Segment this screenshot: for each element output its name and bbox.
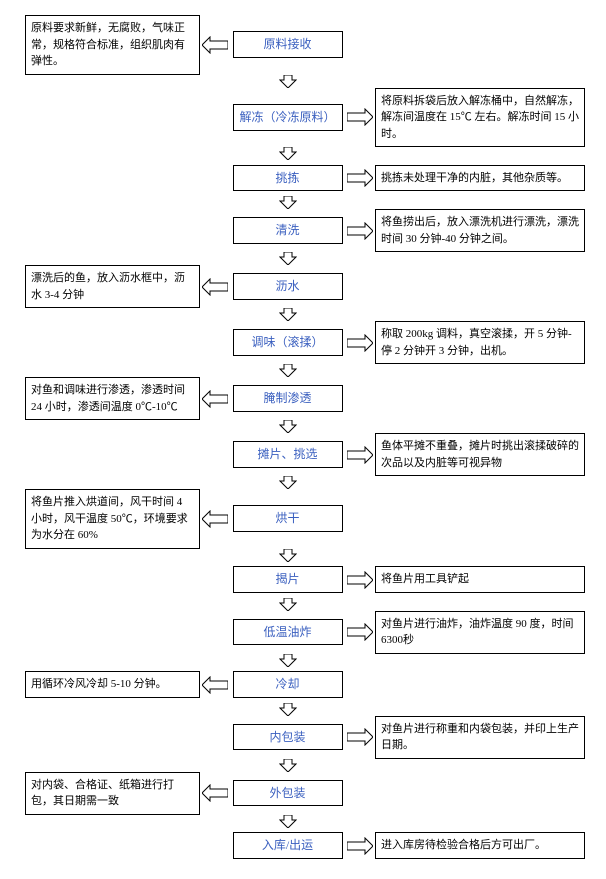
left-annotation: 将鱼片推入烘道间，风干时间 4 小时，风干温度 50℃，环境要求为水分在 60% xyxy=(25,489,200,549)
right-annotation: 称取 200kg 调料，真空滚揉，开 5 分钟-停 2 分钟开 3 分钟，出机。 xyxy=(375,321,585,364)
flow-row: 将鱼片推入烘道间，风干时间 4 小时，风干温度 50℃，环境要求为水分在 60%… xyxy=(15,489,591,549)
arrow-icon xyxy=(279,476,297,489)
process-step: 挑拣 xyxy=(233,165,343,192)
flowchart-root: 原料要求新鲜，无腐败，气味正常，规格符合标准，组织肌肉有弹性。 原料接收解冻（冷冻… xyxy=(15,15,591,864)
flow-row: 解冻（冷冻原料） 将原料拆袋后放入解冻桶中，自然解冻，解冻间温度在 15℃ 左右。… xyxy=(15,88,591,148)
left-annotation: 原料要求新鲜，无腐败，气味正常，规格符合标准，组织肌肉有弹性。 xyxy=(25,15,200,75)
arrow-icon xyxy=(202,278,228,296)
left-annotation: 对内袋、合格证、纸箱进行打包，其日期需一致 xyxy=(25,772,200,815)
arrow-icon xyxy=(347,728,373,746)
right-annotation: 将鱼捞出后，放入漂洗机进行漂洗，漂洗时间 30 分钟-40 分钟之间。 xyxy=(375,209,585,252)
flow-row: 挑拣 挑拣未处理干净的内脏，其他杂质等。 xyxy=(15,160,591,196)
process-step: 揭片 xyxy=(233,566,343,593)
process-step: 调味（滚揉） xyxy=(233,329,343,356)
left-annotation: 漂洗后的鱼，放入沥水框中，沥水 3-4 分钟 xyxy=(25,265,200,308)
arrow-icon xyxy=(279,420,297,433)
process-step: 原料接收 xyxy=(233,31,343,58)
arrow-icon xyxy=(347,169,373,187)
flow-row: 原料要求新鲜，无腐败，气味正常，规格符合标准，组织肌肉有弹性。 原料接收 xyxy=(15,15,591,75)
arrow-icon xyxy=(279,759,297,772)
right-annotation: 鱼体平摊不重叠，摊片时挑出滚揉破碎的次品以及内脏等可视异物 xyxy=(375,433,585,476)
process-step: 清洗 xyxy=(233,217,343,244)
arrow-icon xyxy=(279,703,297,716)
arrow-icon xyxy=(202,36,228,54)
right-annotation: 挑拣未处理干净的内脏，其他杂质等。 xyxy=(375,165,585,192)
arrow-icon xyxy=(347,623,373,641)
arrow-icon xyxy=(347,837,373,855)
arrow-icon xyxy=(279,252,297,265)
arrow-icon xyxy=(347,446,373,464)
right-annotation: 对鱼片进行称重和内袋包装，并印上生产日期。 xyxy=(375,716,585,759)
arrow-icon xyxy=(279,549,297,562)
arrow-icon xyxy=(347,108,373,126)
flow-row: 内包装 对鱼片进行称重和内袋包装，并印上生产日期。 xyxy=(15,716,591,759)
right-annotation: 对鱼片进行油炸，油炸温度 90 度，时间 6300秒 xyxy=(375,611,585,654)
arrow-icon xyxy=(202,676,228,694)
process-step: 沥水 xyxy=(233,273,343,300)
arrow-icon xyxy=(279,654,297,667)
arrow-icon xyxy=(279,75,297,88)
left-annotation: 对鱼和调味进行渗透，渗透时间 24 小时，渗透间温度 0℃-10℃ xyxy=(25,377,200,420)
flow-row: 摊片、挑选 鱼体平摊不重叠，摊片时挑出滚揉破碎的次品以及内脏等可视异物 xyxy=(15,433,591,476)
process-step: 腌制渗透 xyxy=(233,385,343,412)
flow-row: 入库/出运 进入库房待检验合格后方可出厂。 xyxy=(15,828,591,864)
arrow-icon xyxy=(279,598,297,611)
flow-row: 用循环冷风冷却 5-10 分钟。 冷却 xyxy=(15,667,591,703)
right-annotation: 将原料拆袋后放入解冻桶中，自然解冻，解冻间温度在 15℃ 左右。解冻时间 15 … xyxy=(375,88,585,148)
process-step: 低温油炸 xyxy=(233,619,343,646)
flow-row: 对内袋、合格证、纸箱进行打包，其日期需一致 外包装 xyxy=(15,772,591,815)
process-step: 入库/出运 xyxy=(233,832,343,859)
right-annotation: 进入库房待检验合格后方可出厂。 xyxy=(375,832,585,859)
flow-row: 清洗 将鱼捞出后，放入漂洗机进行漂洗，漂洗时间 30 分钟-40 分钟之间。 xyxy=(15,209,591,252)
arrow-icon xyxy=(202,510,228,528)
flow-row: 揭片 将鱼片用工具铲起 xyxy=(15,562,591,598)
arrow-icon xyxy=(279,147,297,160)
arrow-icon xyxy=(202,784,228,802)
process-step: 摊片、挑选 xyxy=(233,441,343,468)
flow-row: 低温油炸 对鱼片进行油炸，油炸温度 90 度，时间 6300秒 xyxy=(15,611,591,654)
process-step: 外包装 xyxy=(233,780,343,807)
arrow-icon xyxy=(202,390,228,408)
flow-row: 对鱼和调味进行渗透，渗透时间 24 小时，渗透间温度 0℃-10℃ 腌制渗透 xyxy=(15,377,591,420)
process-step: 冷却 xyxy=(233,671,343,698)
arrow-icon xyxy=(279,364,297,377)
arrow-icon xyxy=(347,334,373,352)
arrow-icon xyxy=(279,308,297,321)
arrow-icon xyxy=(279,196,297,209)
flow-row: 漂洗后的鱼，放入沥水框中，沥水 3-4 分钟 沥水 xyxy=(15,265,591,308)
process-step: 内包装 xyxy=(233,724,343,751)
flow-row: 调味（滚揉） 称取 200kg 调料，真空滚揉，开 5 分钟-停 2 分钟开 3 … xyxy=(15,321,591,364)
arrow-icon xyxy=(347,222,373,240)
process-step: 解冻（冷冻原料） xyxy=(233,104,343,131)
right-annotation: 将鱼片用工具铲起 xyxy=(375,566,585,593)
arrow-icon xyxy=(279,815,297,828)
arrow-icon xyxy=(347,571,373,589)
process-step: 烘干 xyxy=(233,505,343,532)
left-annotation: 用循环冷风冷却 5-10 分钟。 xyxy=(25,671,200,698)
